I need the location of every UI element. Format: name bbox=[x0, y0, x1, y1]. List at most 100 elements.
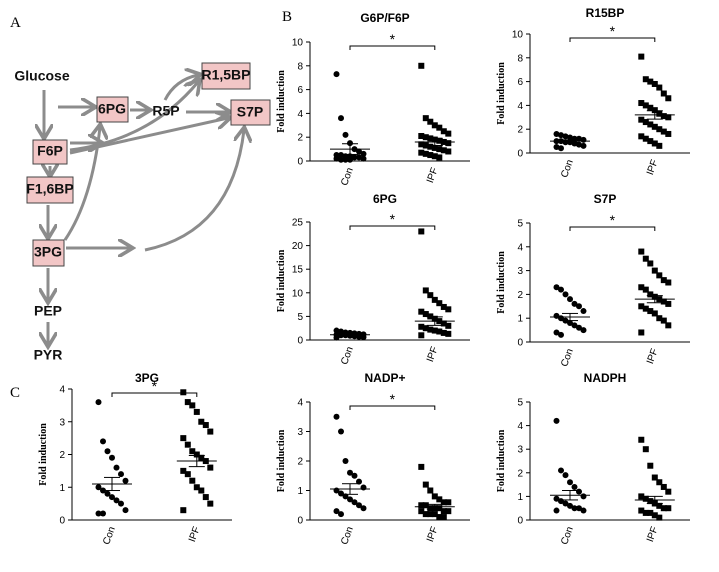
data-point bbox=[338, 115, 344, 122]
x-tick-label: Con bbox=[339, 166, 356, 187]
y-tick-label: 8 bbox=[297, 61, 303, 72]
y-tick-label: 2 bbox=[59, 450, 65, 461]
data-point bbox=[558, 132, 564, 139]
data-point bbox=[651, 512, 658, 519]
data-point bbox=[333, 327, 340, 334]
data-point bbox=[189, 477, 196, 484]
node-box bbox=[32, 139, 68, 165]
data-point bbox=[118, 500, 124, 507]
data-point bbox=[576, 324, 582, 331]
y-tick-label: 0 bbox=[517, 149, 523, 160]
y-axis-label: Fold induction bbox=[276, 70, 287, 133]
data-point bbox=[553, 329, 560, 336]
y-tick-label: 3 bbox=[517, 445, 523, 456]
arrow bbox=[63, 127, 100, 241]
y-tick-label: 5 bbox=[517, 398, 523, 409]
data-point bbox=[567, 296, 573, 303]
data-point bbox=[656, 272, 663, 279]
data-point bbox=[436, 124, 443, 131]
data-point bbox=[184, 441, 191, 448]
data-point bbox=[351, 472, 358, 479]
data-point bbox=[553, 144, 560, 151]
data-point bbox=[342, 493, 349, 500]
significance-bracket bbox=[569, 37, 656, 42]
data-point bbox=[638, 116, 645, 123]
data-point bbox=[445, 499, 452, 506]
data-point bbox=[418, 323, 425, 330]
data-point bbox=[638, 507, 645, 514]
data-point bbox=[445, 322, 452, 329]
data-point bbox=[665, 95, 672, 102]
data-point bbox=[431, 144, 438, 151]
data-point bbox=[338, 428, 344, 435]
y-tick-label: 4 bbox=[517, 101, 523, 112]
data-point bbox=[427, 152, 434, 159]
data-point bbox=[558, 286, 564, 293]
data-point bbox=[651, 80, 658, 87]
data-point bbox=[571, 322, 578, 329]
y-tick-label: 2 bbox=[297, 133, 303, 144]
data-point bbox=[647, 260, 654, 267]
y-tick-label: 1 bbox=[517, 492, 523, 503]
data-point bbox=[638, 303, 645, 310]
data-point bbox=[360, 334, 367, 341]
y-tick-label: 2 bbox=[297, 457, 303, 468]
y-tick-label: 1 bbox=[59, 483, 65, 494]
data-point bbox=[660, 128, 667, 135]
data-point bbox=[576, 488, 582, 495]
data-point bbox=[422, 115, 429, 122]
data-point bbox=[109, 454, 115, 461]
data-point bbox=[445, 148, 452, 155]
data-point bbox=[100, 438, 106, 445]
data-point bbox=[440, 508, 447, 515]
data-point bbox=[347, 469, 353, 476]
node-box bbox=[230, 99, 271, 126]
data-point bbox=[642, 495, 649, 502]
pathway-diagram: Glucose 6PG R5P R1,5BP S7P F6P F1,6BP 3P… bbox=[14, 62, 271, 363]
x-tick-label: IPF bbox=[645, 525, 661, 543]
data-point bbox=[567, 134, 573, 141]
data-point bbox=[660, 113, 667, 120]
data-point bbox=[638, 284, 645, 291]
node-label: F1,6BP bbox=[26, 181, 73, 197]
data-point bbox=[638, 329, 645, 336]
data-point bbox=[422, 511, 429, 518]
significance-label: * bbox=[390, 211, 396, 227]
y-axis-label: Fold induction bbox=[496, 429, 507, 492]
data-point bbox=[333, 155, 340, 162]
data-point bbox=[342, 131, 349, 138]
y-tick-label: 2 bbox=[517, 290, 523, 301]
data-point bbox=[665, 300, 672, 307]
data-point bbox=[202, 422, 209, 429]
data-point bbox=[95, 510, 102, 517]
data-point bbox=[576, 141, 582, 148]
data-point bbox=[647, 138, 654, 145]
data-point bbox=[342, 156, 349, 163]
node-label: R1,5BP bbox=[201, 67, 250, 83]
data-point bbox=[338, 152, 344, 159]
node-label: S7P bbox=[237, 104, 263, 120]
panel-label: C bbox=[10, 385, 20, 401]
data-point bbox=[642, 119, 649, 126]
data-point bbox=[440, 320, 447, 327]
data-point bbox=[356, 154, 362, 161]
data-point bbox=[180, 389, 187, 396]
y-tick-label: 5 bbox=[517, 219, 523, 230]
data-point bbox=[656, 126, 663, 133]
data-point bbox=[642, 102, 649, 109]
data-point bbox=[562, 291, 569, 298]
data-point bbox=[440, 499, 447, 506]
data-point bbox=[665, 130, 672, 137]
node-box bbox=[201, 62, 251, 90]
data-point bbox=[356, 502, 362, 509]
panel: 6PG Fold induction 0 5 10 15 20 25 Con IPF * bbox=[276, 192, 470, 366]
node-box bbox=[32, 239, 65, 267]
data-point bbox=[651, 123, 658, 130]
data-point bbox=[418, 149, 425, 156]
data-point bbox=[647, 462, 654, 469]
data-point bbox=[567, 479, 573, 486]
y-tick-label: 10 bbox=[292, 38, 304, 49]
data-point bbox=[333, 334, 340, 341]
data-point bbox=[445, 508, 452, 515]
